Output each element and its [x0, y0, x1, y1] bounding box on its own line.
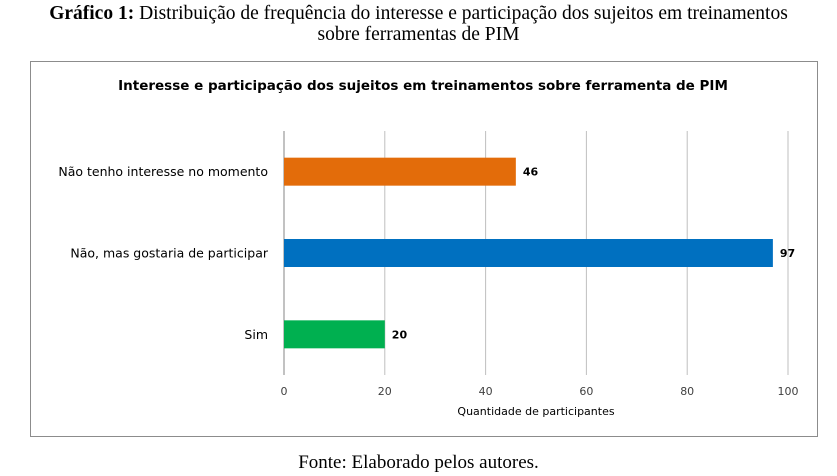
data-label: 46: [523, 166, 539, 179]
x-axis-label: Quantidade de participantes: [457, 405, 614, 418]
figure-caption-line-1: Gráfico 1: Distribuição de frequência do…: [0, 3, 837, 24]
bars: Não tenho interesse no momento 46 Não, mas…: [58, 157, 795, 349]
x-tick-label: 40: [479, 385, 493, 398]
x-axis-ticks: 0 20 40 60 80 100: [281, 385, 799, 398]
figure-caption-text: Distribuição de frequência do interesse …: [134, 3, 788, 24]
x-tick-label: 0: [281, 385, 288, 398]
source-note: Fonte: Elaborado pelos autores.: [298, 452, 539, 473]
x-tick-label: 20: [378, 385, 392, 398]
chart-title: Interesse e participação dos sujeitos em…: [118, 78, 728, 94]
category-label: Não, mas gostaria de participar: [70, 246, 268, 261]
data-label: 97: [780, 247, 795, 260]
figure-caption-label: Gráfico 1:: [49, 3, 135, 24]
data-label: 20: [392, 328, 408, 341]
category-label: Sim: [244, 327, 268, 342]
bar-3: [284, 320, 385, 349]
bar-2: [284, 239, 773, 267]
x-tick-label: 100: [778, 385, 799, 398]
x-tick-label: 80: [680, 385, 694, 398]
figure-caption: Gráfico 1: Distribuição de frequência do…: [0, 3, 837, 45]
x-tick-label: 60: [579, 385, 593, 398]
category-label: Não tenho interesse no momento: [58, 164, 268, 179]
figure-caption-line-2: sobre ferramentas de PIM: [317, 24, 520, 45]
bar-1: [284, 157, 516, 186]
